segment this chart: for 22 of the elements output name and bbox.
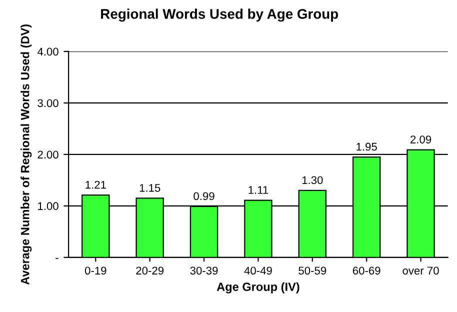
y-tick-label: - [56,258,58,259]
data-label: 1.21 [86,180,106,189]
x-tick-label: 0-19 [84,266,106,275]
x-tick-label: over 70 [402,266,439,275]
x-tick-label: 60-69 [352,266,380,275]
y-tick-label: 4.00 [37,48,58,56]
data-label: 1.15 [140,184,160,192]
y-axis-title: Average Number of Regional Words Used (DV) [20,24,32,285]
x-axis-title: Age Group (IV) [216,282,300,294]
x-tick-label: 20-29 [136,266,164,275]
y-tick-label: 2.00 [38,150,58,159]
y-tick-label: 1.00 [38,202,58,210]
x-tick-label: 40-49 [244,266,272,275]
y-tick-label: 3.00 [38,99,58,108]
chart-title: Regional Words Used by Age Group [101,8,338,22]
x-tick-label: 50-59 [298,266,326,275]
x-tick-label: 30-39 [190,266,218,275]
data-label: 1.95 [356,142,377,151]
data-label: 1.30 [302,176,323,184]
data-label: 0.99 [194,192,214,200]
data-label: 1.11 [248,186,268,194]
data-label: 2.09 [410,136,432,144]
